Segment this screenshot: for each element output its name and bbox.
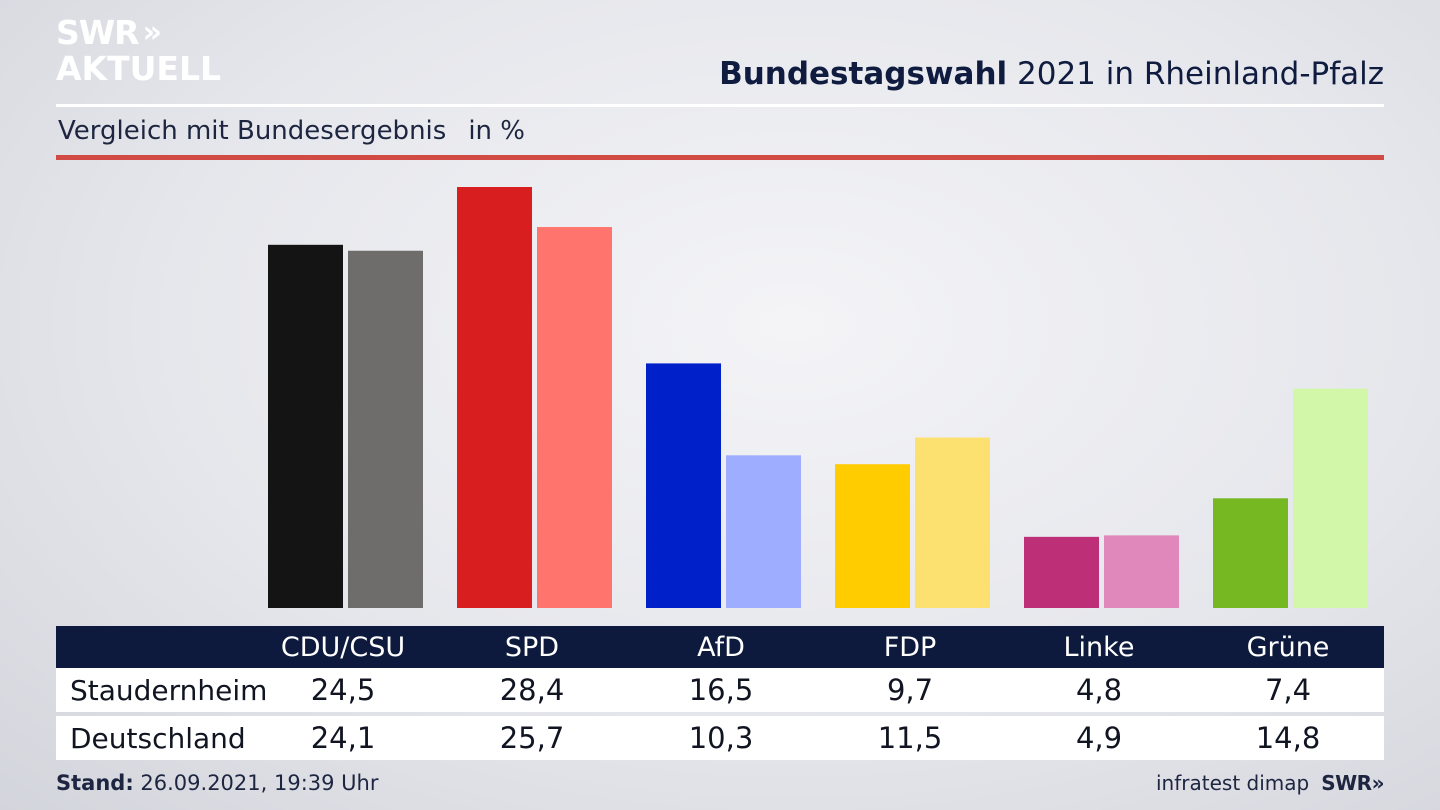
bar-afd-deutschland xyxy=(726,455,801,608)
header-divider xyxy=(56,104,1384,107)
row-label: Staudernheim xyxy=(70,673,268,707)
column-header: CDU/CSU xyxy=(280,631,406,663)
table-header: CDU/CSU SPD AfD FDP Linke Grüne xyxy=(56,626,1384,668)
table-cell: 11,5 xyxy=(877,721,943,755)
logo-swr-text: SWR xyxy=(56,13,140,52)
column-header: Linke xyxy=(1063,631,1135,663)
table-cell: 7,4 xyxy=(1264,673,1312,707)
column-header: SPD xyxy=(504,631,560,663)
column-header: Grüne xyxy=(1246,631,1330,663)
table-cell: 4,8 xyxy=(1075,673,1123,707)
stand-label: Stand: xyxy=(56,771,134,795)
timestamp: Stand: 26.09.2021, 19:39 Uhr xyxy=(56,771,379,795)
results-table: CDU/CSU SPD AfD FDP Linke Grüne Staudernheim … xyxy=(56,626,1384,760)
subtitle-text: Vergleich mit Bundesergebnis xyxy=(58,116,447,146)
table-row-deutschland: Deutschland 24,1 25,7 10,3 11,5 4,9 14,8 xyxy=(56,716,1384,760)
table-cell: 10,3 xyxy=(688,721,754,755)
row-label: Deutschland xyxy=(70,721,246,755)
chart-subtitle: Vergleich mit Bundesergebnis in % xyxy=(58,116,525,146)
title-rest: 2021 in Rheinland-Pfalz xyxy=(1007,56,1384,92)
source-credit: infratest dimap SWR» xyxy=(1156,771,1384,795)
table-cell: 28,4 xyxy=(499,673,565,707)
stand-value: 26.09.2021, 19:39 Uhr xyxy=(133,771,379,795)
bar-chart xyxy=(268,187,1368,608)
page-title: Bundestagswahl 2021 in Rheinland-Pfalz xyxy=(719,56,1384,92)
table-cell: 25,7 xyxy=(499,721,565,755)
subtitle-divider xyxy=(56,155,1384,160)
swr-aktuell-logo: SWR » AKTUELL xyxy=(56,16,221,85)
bar-linke-deutschland xyxy=(1104,535,1179,608)
table-cell: 24,5 xyxy=(310,673,376,707)
bar-linke-staudernheim xyxy=(1024,536,1099,608)
table-row-staudernheim: Staudernheim 24,5 28,4 16,5 9,7 4,8 7,4 xyxy=(56,668,1384,712)
logo-top-row: SWR » xyxy=(56,16,221,49)
bar-cducsu-deutschland xyxy=(348,250,423,608)
bar-afd-staudernheim xyxy=(646,363,721,608)
bar-fdp-deutschland xyxy=(915,437,990,608)
source-text: infratest dimap xyxy=(1156,771,1310,795)
table-cell: 4,9 xyxy=(1075,721,1123,755)
bar-grüne-staudernheim xyxy=(1213,498,1288,608)
bar-fdp-staudernheim xyxy=(835,464,910,608)
unit-label: in % xyxy=(468,116,525,146)
swr-brand: SWR» xyxy=(1321,771,1384,795)
column-header: AfD xyxy=(697,631,745,663)
table-cell: 14,8 xyxy=(1255,721,1321,755)
logo-aktuell-text: AKTUELL xyxy=(56,49,222,88)
bar-spd-deutschland xyxy=(537,227,612,608)
column-header: FDP xyxy=(883,631,937,663)
title-bold: Bundestagswahl xyxy=(719,56,1008,92)
table-cell: 16,5 xyxy=(688,673,754,707)
bar-spd-staudernheim xyxy=(457,187,532,608)
table-cell: 24,1 xyxy=(310,721,376,755)
bar-cducsu-staudernheim xyxy=(268,244,343,608)
bar-grüne-deutschland xyxy=(1293,388,1368,608)
table-cell: 9,7 xyxy=(886,673,934,707)
